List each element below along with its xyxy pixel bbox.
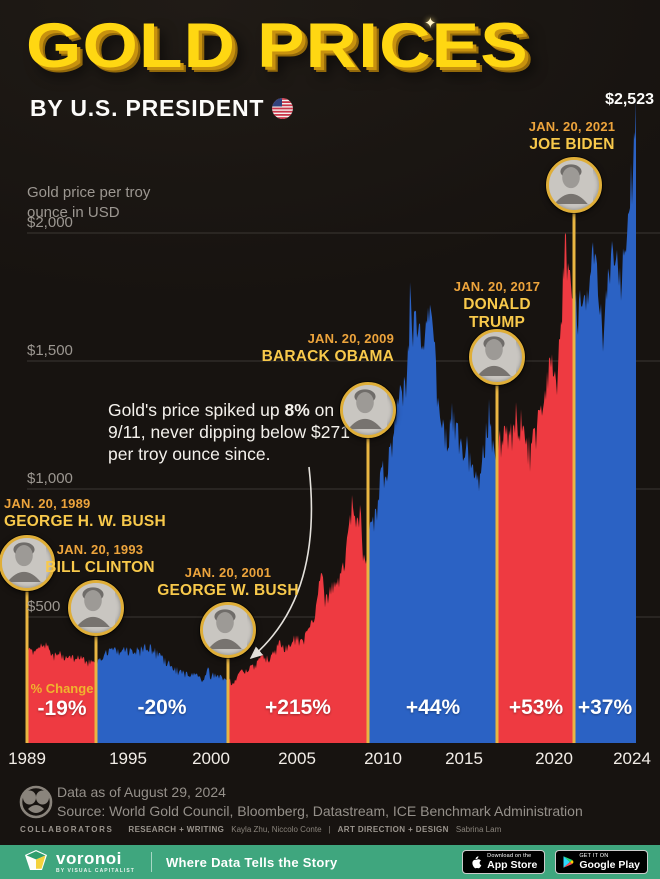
sparkle-icon: ✦ — [424, 15, 437, 32]
annotation-text-post: on 9/11, never dipping below $271 per tr… — [108, 400, 350, 465]
brand-tagline: Where Data Tells the Story — [165, 854, 338, 870]
pct-change-value: +44% — [405, 696, 461, 719]
president-photo — [546, 157, 602, 213]
pct-change-value: -20% — [137, 696, 187, 719]
end-price-label: $2,523 — [605, 91, 654, 108]
data-as-of: Data as of August 29, 2024 — [57, 784, 226, 800]
pct-change-label: +53% — [476, 696, 596, 720]
us-flag-icon — [272, 98, 294, 119]
y-tick-label: $500 — [27, 598, 61, 615]
x-tick-label: 2020 — [535, 749, 573, 768]
president-date: JAN. 20, 2009 — [307, 331, 394, 346]
area-segments — [27, 99, 636, 744]
annotation-text-pre: Gold's price spiked up — [108, 400, 285, 420]
y-tick-label: $2,000 — [27, 214, 73, 231]
y-tick-label: $1,000 — [27, 470, 73, 487]
art-direction-label: ART DIRECTION + DESIGN — [337, 825, 449, 834]
googleplay-badge[interactable]: GET IT ON Google Play — [555, 850, 648, 874]
subtitle-row: BY U.S. PRESIDENT — [30, 95, 294, 122]
brand-subtitle: BY VISUAL CAPITALIST — [56, 868, 135, 874]
chart-area-segment — [96, 643, 228, 743]
pct-change-value: +37% — [577, 696, 633, 719]
president-marker-label: JAN. 20, 2021 JOE BIDEN — [502, 119, 642, 154]
x-tick-label: 2015 — [445, 749, 483, 768]
pct-change-label: +215% — [238, 696, 358, 720]
brand-name: voronoi — [56, 849, 122, 868]
chart-area-segment — [228, 495, 368, 743]
appstore-badge-top: Download on the — [487, 852, 532, 859]
page-title: GOLD PRICES — [26, 11, 529, 81]
president-marker-label: JAN. 20, 2001 GEORGE W. BUSH — [148, 565, 308, 600]
president-marker-label: JAN. 20, 2017 DONALD TRUMP — [427, 279, 567, 332]
chart-area-segment — [368, 282, 497, 743]
chart-area-segment — [497, 232, 574, 744]
annotation-arrow — [249, 466, 313, 660]
y-tick-label: $1,500 — [27, 342, 73, 359]
googleplay-icon — [563, 856, 574, 868]
president-marker-label: JAN. 20, 1993 BILL CLINTON — [30, 542, 170, 577]
x-tick-label: 1989 — [8, 749, 46, 768]
collab-separator: | — [328, 825, 331, 834]
apple-icon — [472, 856, 482, 869]
president-date: JAN. 20, 2001 — [184, 565, 272, 580]
annotation-text-bold: 8% — [284, 400, 310, 420]
appstore-badge-bottom: App Store — [487, 859, 538, 871]
research-writing-label: RESEARCH + WRITING — [128, 825, 225, 834]
source-line: Source: World Gold Council, Bloomberg, D… — [57, 803, 583, 819]
president-photo — [0, 535, 55, 591]
pct-change-value: +215% — [265, 696, 331, 719]
president-marker-label: JAN. 20, 1989 GEORGE H. W. BUSH — [4, 496, 194, 531]
president-photo — [200, 602, 256, 658]
voronoi-logo-icon — [24, 849, 48, 876]
president-photo — [340, 382, 396, 438]
chart-area-segment — [574, 99, 636, 744]
collaborators-label: COLLABORATORS — [20, 825, 114, 834]
page-subtitle: BY U.S. PRESIDENT — [30, 95, 265, 121]
president-date: JAN. 20, 1989 — [4, 496, 91, 511]
x-tick-label: 1995 — [109, 749, 147, 768]
x-tick-label: 2024 — [613, 749, 651, 768]
chart-area-segment — [27, 642, 96, 743]
president-photo — [469, 329, 525, 385]
president-name: DONALD TRUMP — [463, 295, 531, 331]
president-marker-label: JAN. 20, 2009 BARACK OBAMA — [234, 331, 394, 366]
pct-change-label: +44% — [373, 696, 493, 720]
gplay-badge-bottom: Google Play — [579, 859, 640, 871]
collaborators-line: COLLABORATORS RESEARCH + WRITING Kayla Z… — [20, 825, 501, 834]
brand-divider — [150, 852, 152, 872]
president-name: BILL CLINTON — [45, 558, 155, 576]
pct-change-label: +37% — [545, 696, 660, 720]
x-tick-label: 2000 — [192, 749, 230, 768]
president-transition-lines — [25, 185, 576, 743]
pct-change-label: % Change -19% — [2, 681, 122, 721]
president-name: GEORGE H. W. BUSH — [4, 512, 166, 530]
president-name: BARACK OBAMA — [261, 347, 394, 365]
art-direction-name: Sabrina Lam — [455, 825, 502, 834]
president-name: GEORGE W. BUSH — [157, 581, 299, 599]
president-photo — [68, 580, 124, 636]
pct-change-label: -20% — [102, 696, 222, 720]
president-date: JAN. 20, 2021 — [528, 119, 616, 134]
store-badges: Download on the App Store GET IT ON Goog… — [462, 850, 648, 874]
axis-note: Gold price per troy ounce in USD — [27, 184, 151, 221]
brand-bar: voronoi BY VISUAL CAPITALIST Where Data … — [0, 845, 660, 879]
brand-text: voronoi BY VISUAL CAPITALIST — [56, 850, 135, 874]
x-tick-label: 2005 — [278, 749, 316, 768]
president-name: JOE BIDEN — [529, 135, 615, 153]
pct-change-value: +53% — [508, 696, 564, 719]
appstore-badge[interactable]: Download on the App Store — [462, 850, 546, 874]
pct-change-value: -19% — [37, 697, 87, 720]
president-date: JAN. 20, 1993 — [56, 542, 144, 557]
x-tick-label: 2010 — [364, 749, 402, 768]
president-date: JAN. 20, 2017 — [453, 279, 541, 294]
pct-change-caption: % Change — [30, 681, 94, 696]
research-writing-names: Kayla Zhu, Niccolo Conte — [231, 825, 322, 834]
nine-eleven-annotation: Gold's price spiked up 8% on 9/11, never… — [108, 399, 360, 465]
visualcapitalist-mark-icon — [18, 783, 54, 826]
gplay-badge-top: GET IT ON — [579, 852, 609, 859]
